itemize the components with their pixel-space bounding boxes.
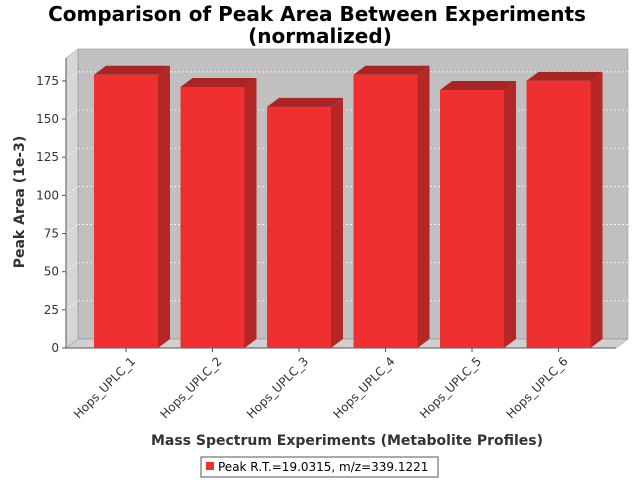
x-tick-label: Hops_UPLC_6 (504, 354, 571, 421)
x-tick-label: Hops_UPLC_2 (157, 354, 224, 421)
y-axis-label: Peak Area (1e-3) (12, 136, 28, 269)
x-tick-label: Hops_UPLC_1 (71, 354, 138, 421)
x-axis-label: Mass Spectrum Experiments (Metabolite Pr… (151, 433, 543, 449)
y-tick-label: 125 (36, 150, 59, 164)
bar-top (94, 65, 170, 75)
bar-top (353, 65, 430, 75)
plot-area: 0 25 50 75 100 125 150 175 Hops_UPLC_1 Hops_UPLC_… (36, 48, 629, 421)
bar-top (267, 97, 344, 107)
bar (267, 106, 332, 348)
chart-title: Comparison of Peak Area Between Experime… (48, 2, 586, 26)
gridline-side (65, 300, 79, 311)
bar-side (331, 97, 344, 348)
legend-label: Peak R.T.=19.0315, m/z=339.1221 (218, 460, 428, 474)
bar-top (440, 81, 517, 91)
bar (440, 90, 505, 348)
gridline-side (65, 147, 79, 158)
bar (526, 80, 591, 348)
bar-side (244, 78, 257, 348)
bar (94, 74, 158, 348)
gridline-side (65, 71, 79, 82)
bar-side (158, 65, 170, 348)
bar-side (590, 71, 603, 348)
gridline-side (65, 186, 79, 196)
y-tick-label: 25 (44, 303, 59, 317)
legend-swatch (206, 462, 214, 470)
bar-side (417, 65, 430, 348)
gridline-side (65, 109, 79, 120)
bar (180, 87, 245, 348)
bar-top (180, 78, 257, 87)
y-tick-label: 150 (36, 112, 59, 126)
x-tick-label: Hops_UPLC_4 (330, 354, 397, 421)
y-tick-label: 75 (44, 227, 59, 241)
y-tick-label: 0 (51, 341, 59, 355)
y-tick-label: 100 (36, 188, 59, 202)
y-tick-label: 50 (44, 265, 59, 279)
x-tick-label: Hops_UPLC_3 (244, 354, 311, 421)
bar-side (504, 81, 517, 348)
chart-subtitle: (normalized) (248, 24, 392, 48)
legend: Peak R.T.=19.0315, m/z=339.1221 (200, 456, 439, 478)
y-tick-label: 175 (36, 74, 59, 88)
bar (353, 74, 418, 348)
bar-top (526, 71, 603, 81)
plot-side-wall (65, 48, 79, 349)
x-tick-label: Hops_UPLC_5 (417, 354, 484, 421)
gridline-side (65, 262, 79, 272)
legend-box (200, 456, 439, 478)
gridline-side (65, 224, 79, 234)
